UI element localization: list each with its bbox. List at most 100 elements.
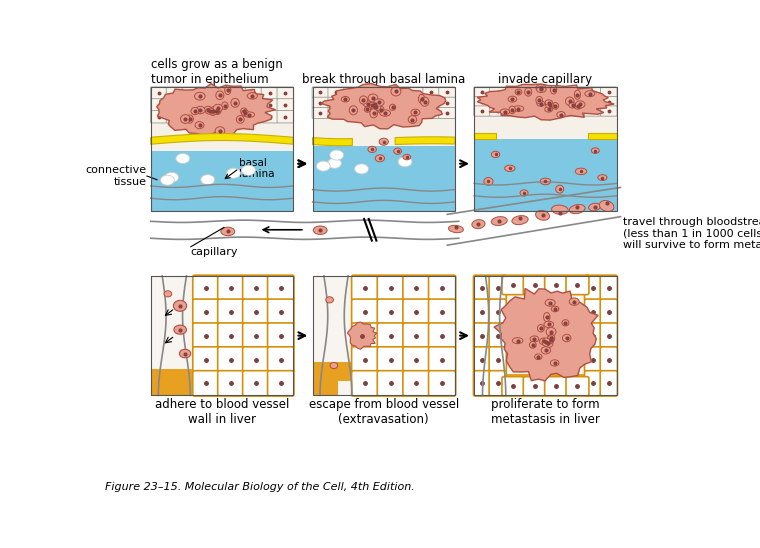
FancyBboxPatch shape	[600, 370, 617, 396]
Ellipse shape	[484, 178, 493, 185]
FancyBboxPatch shape	[245, 87, 262, 99]
FancyBboxPatch shape	[277, 99, 293, 111]
FancyBboxPatch shape	[214, 99, 230, 111]
FancyBboxPatch shape	[182, 87, 198, 99]
FancyBboxPatch shape	[375, 107, 392, 118]
FancyBboxPatch shape	[328, 107, 344, 118]
Ellipse shape	[557, 112, 565, 118]
Ellipse shape	[491, 216, 507, 225]
Ellipse shape	[419, 94, 425, 104]
Bar	[474, 276, 616, 395]
FancyBboxPatch shape	[439, 97, 455, 108]
FancyBboxPatch shape	[182, 99, 198, 111]
Ellipse shape	[536, 96, 543, 104]
FancyBboxPatch shape	[261, 99, 278, 111]
Ellipse shape	[374, 99, 384, 106]
Text: connective
tissue: connective tissue	[86, 165, 147, 187]
Ellipse shape	[509, 106, 515, 113]
Bar	[312, 276, 455, 395]
Ellipse shape	[550, 85, 557, 94]
Bar	[474, 276, 616, 395]
Ellipse shape	[562, 319, 569, 326]
FancyBboxPatch shape	[312, 107, 329, 118]
Bar	[150, 87, 293, 210]
Ellipse shape	[508, 96, 517, 102]
Ellipse shape	[313, 226, 327, 235]
Ellipse shape	[547, 336, 554, 344]
Ellipse shape	[214, 104, 223, 112]
FancyBboxPatch shape	[377, 347, 404, 372]
FancyBboxPatch shape	[377, 323, 404, 349]
Ellipse shape	[191, 107, 199, 115]
Ellipse shape	[341, 96, 350, 102]
FancyBboxPatch shape	[584, 96, 601, 107]
FancyBboxPatch shape	[553, 96, 569, 107]
FancyBboxPatch shape	[403, 299, 430, 324]
FancyBboxPatch shape	[473, 299, 491, 324]
FancyBboxPatch shape	[566, 275, 589, 295]
Ellipse shape	[553, 102, 559, 109]
FancyBboxPatch shape	[217, 275, 244, 301]
FancyBboxPatch shape	[359, 97, 376, 108]
Ellipse shape	[568, 102, 576, 108]
Polygon shape	[502, 374, 585, 395]
FancyBboxPatch shape	[502, 275, 525, 295]
Ellipse shape	[391, 87, 401, 96]
FancyBboxPatch shape	[537, 106, 554, 116]
Bar	[474, 87, 616, 139]
FancyBboxPatch shape	[600, 299, 617, 324]
FancyBboxPatch shape	[359, 107, 376, 118]
Ellipse shape	[512, 338, 523, 344]
Polygon shape	[474, 133, 496, 139]
FancyBboxPatch shape	[600, 323, 617, 349]
Polygon shape	[321, 83, 446, 129]
FancyBboxPatch shape	[403, 323, 430, 349]
FancyBboxPatch shape	[489, 323, 506, 349]
Ellipse shape	[575, 101, 585, 108]
FancyBboxPatch shape	[524, 376, 546, 396]
FancyBboxPatch shape	[150, 99, 167, 111]
FancyBboxPatch shape	[473, 106, 490, 116]
Ellipse shape	[505, 165, 515, 172]
Bar	[312, 276, 455, 395]
Ellipse shape	[562, 334, 571, 342]
Ellipse shape	[589, 203, 600, 211]
Ellipse shape	[512, 215, 528, 225]
FancyBboxPatch shape	[230, 99, 246, 111]
Text: Figure 23–15. Molecular Biology of the Cell, 4th Edition.: Figure 23–15. Molecular Biology of the C…	[105, 482, 414, 492]
FancyBboxPatch shape	[429, 323, 456, 349]
FancyBboxPatch shape	[584, 323, 602, 349]
FancyBboxPatch shape	[198, 99, 214, 111]
Ellipse shape	[403, 155, 410, 160]
Text: break through basal lamina: break through basal lamina	[302, 73, 465, 86]
Ellipse shape	[330, 362, 337, 369]
FancyBboxPatch shape	[268, 370, 294, 396]
Polygon shape	[494, 288, 598, 381]
FancyBboxPatch shape	[166, 87, 183, 99]
FancyBboxPatch shape	[242, 275, 269, 301]
Bar	[150, 87, 293, 210]
FancyBboxPatch shape	[352, 275, 378, 301]
FancyBboxPatch shape	[584, 370, 602, 396]
Bar	[150, 276, 293, 395]
Ellipse shape	[375, 155, 385, 162]
FancyBboxPatch shape	[352, 299, 378, 324]
Ellipse shape	[540, 178, 551, 185]
FancyBboxPatch shape	[344, 107, 360, 118]
Ellipse shape	[368, 146, 376, 152]
FancyBboxPatch shape	[166, 99, 183, 111]
FancyBboxPatch shape	[198, 111, 214, 123]
FancyBboxPatch shape	[277, 87, 293, 99]
Ellipse shape	[524, 88, 532, 96]
FancyBboxPatch shape	[489, 87, 506, 97]
Ellipse shape	[216, 91, 224, 100]
Ellipse shape	[221, 227, 235, 236]
FancyBboxPatch shape	[423, 107, 439, 118]
FancyBboxPatch shape	[584, 275, 602, 301]
FancyBboxPatch shape	[214, 111, 230, 123]
FancyBboxPatch shape	[566, 376, 589, 396]
Ellipse shape	[575, 168, 587, 175]
FancyBboxPatch shape	[193, 275, 219, 301]
Ellipse shape	[378, 106, 384, 113]
Ellipse shape	[552, 205, 568, 214]
